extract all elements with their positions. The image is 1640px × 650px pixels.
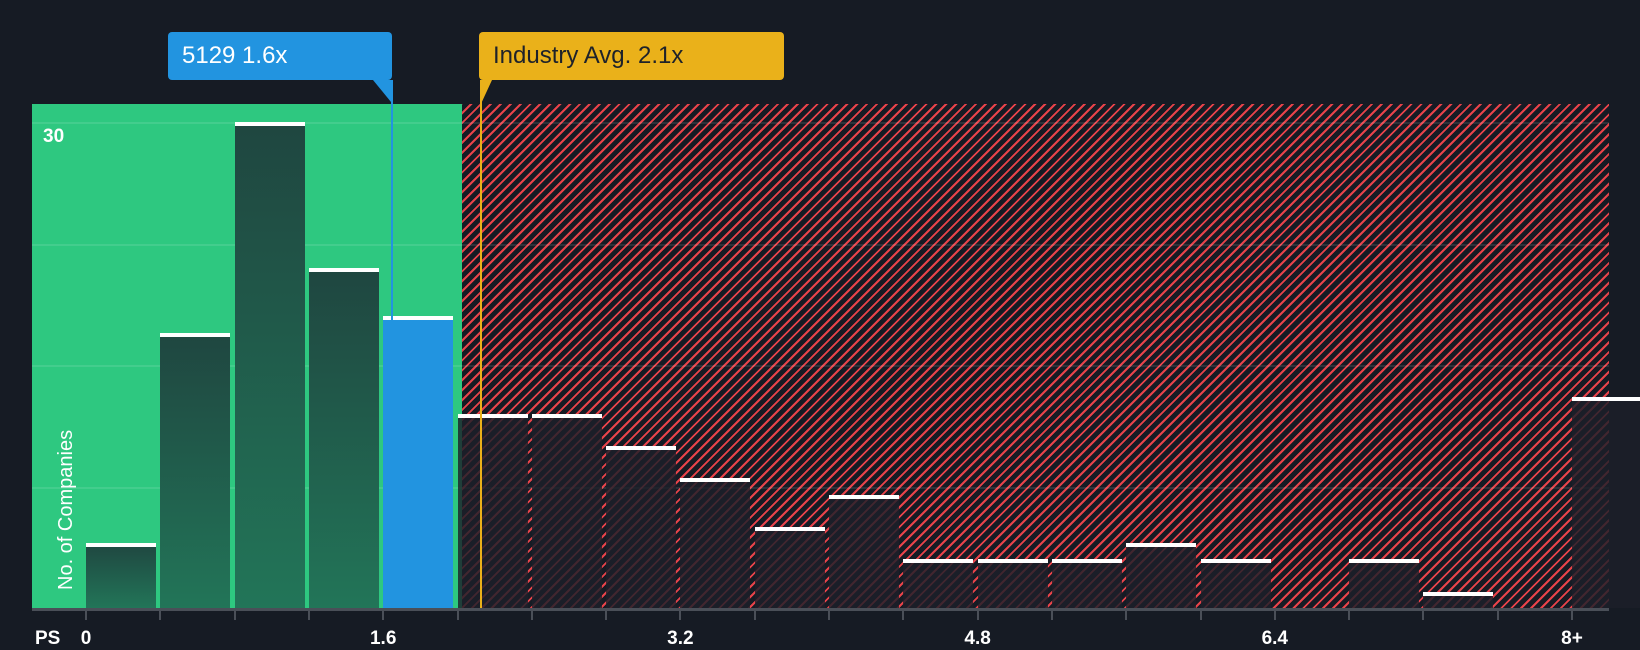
bar-top-cap [457,413,528,418]
x-axis-prefix: PS [35,628,61,649]
bar-top-cap [234,122,305,126]
bar-top-cap [1126,543,1197,548]
bar-top-cap [680,478,751,483]
histogram-bar [1126,543,1197,608]
overvalued-zone [462,104,1609,608]
x-tick [85,611,87,620]
x-tick [605,611,608,620]
x-tick [753,611,756,620]
histogram-bar [234,122,305,608]
bar-top-cap [383,316,454,321]
x-tick [1496,611,1499,620]
bar-top-cap [1572,397,1640,402]
x-tick [233,611,236,620]
x-tick-label: 4.8 [964,628,991,649]
x-tick [828,611,830,620]
histogram-bar [829,494,899,608]
bar-top-cap [754,527,825,531]
bar-top-cap [977,559,1048,564]
industry-avg-marker-line [480,80,482,608]
x-tick-label: 0 [80,628,92,649]
company-callout-pointer [373,80,391,102]
x-tick-label: 1.6 [369,628,397,649]
gridline [32,122,1609,124]
bar-top-cap [1349,559,1420,564]
x-tick [1348,611,1351,620]
x-tick [679,611,682,620]
bar-top-cap [160,332,231,337]
x-tick [1571,611,1573,620]
x-tick-label: 3.2 [667,628,694,649]
x-tick [976,611,979,620]
histogram-bar [754,527,825,608]
histogram-bar [531,413,602,608]
histogram-bar [1051,559,1122,608]
bar-top-cap [829,494,899,499]
bar-top-cap [308,267,379,272]
bar-top-cap [606,446,677,450]
x-tick [307,611,310,620]
bar-top-cap [903,559,974,564]
y-axis-title: No. of Companies [55,429,77,590]
y-tick-30: 30 [43,126,65,147]
x-axis-line [32,608,1609,611]
histogram-bar [903,559,974,608]
x-tick [1422,611,1425,620]
histogram-bar [1572,397,1640,608]
company-bar [383,316,454,608]
bar-top-cap [1423,591,1494,596]
histogram-bar [1349,559,1420,608]
x-tick [902,611,905,620]
x-tick [1050,611,1053,620]
industry-callout-pointer [480,80,492,106]
histogram-bar [457,413,528,608]
histogram-bar [308,267,379,608]
histogram-bar [1200,559,1271,608]
histogram-bar [680,478,751,608]
x-tick [382,611,385,620]
x-tick [456,611,459,620]
industry-avg-callout: Industry Avg. 2.1x [479,32,784,80]
histogram-bar [160,332,231,608]
bar-top-cap [1051,559,1122,564]
histogram-bar [86,543,156,608]
bar-top-cap [1200,559,1271,564]
x-tick-label: 8+ [1561,628,1583,649]
histogram-bar [1423,591,1494,608]
bar-top-cap [531,413,602,418]
x-tick [1273,611,1276,620]
histogram-bar [977,559,1048,608]
x-tick [159,611,162,620]
gridline [32,486,1609,489]
histogram-bar [606,446,677,608]
x-tick-label: 6.4 [1261,628,1289,649]
x-tick [1125,611,1128,620]
company-ps-callout: 5129 1.6x [168,32,392,80]
company-marker-line [391,80,393,608]
x-tick [1199,611,1202,620]
x-tick [530,611,533,620]
gridline [32,365,1609,367]
gridline [32,243,1609,246]
bar-top-cap [86,543,156,548]
